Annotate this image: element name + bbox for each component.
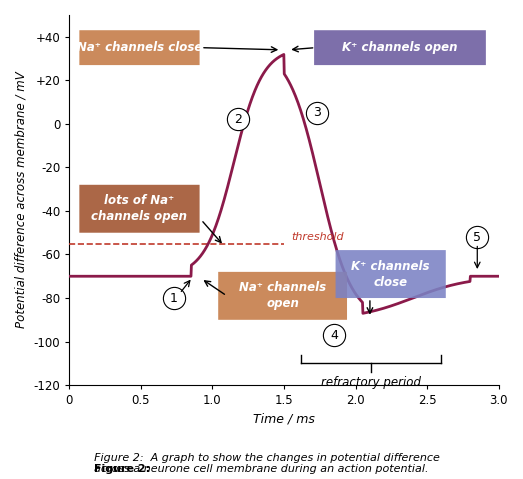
Text: K⁺ channels
close: K⁺ channels close xyxy=(351,260,430,288)
FancyBboxPatch shape xyxy=(79,30,200,65)
FancyBboxPatch shape xyxy=(218,272,347,320)
FancyBboxPatch shape xyxy=(314,30,486,65)
Text: 3: 3 xyxy=(313,106,321,119)
Text: 1: 1 xyxy=(170,292,178,305)
Text: threshold: threshold xyxy=(291,232,344,242)
Text: Na⁺ channels
open: Na⁺ channels open xyxy=(239,281,326,310)
Text: Figure 2:: Figure 2: xyxy=(94,464,150,474)
Text: refractory period: refractory period xyxy=(321,376,422,389)
Y-axis label: Potential difference across membrane / mV: Potential difference across membrane / m… xyxy=(15,72,28,329)
Text: 2: 2 xyxy=(234,113,242,126)
Text: Na⁺ channels close: Na⁺ channels close xyxy=(77,41,202,54)
FancyBboxPatch shape xyxy=(79,185,200,233)
Text: 4: 4 xyxy=(330,329,338,342)
Text: lots of Na⁺
channels open: lots of Na⁺ channels open xyxy=(92,194,187,223)
FancyBboxPatch shape xyxy=(336,250,446,298)
Text: Figure 2:  A graph to show the changes in potential difference
across a neurone : Figure 2: A graph to show the changes in… xyxy=(83,453,440,474)
X-axis label: Time / ms: Time / ms xyxy=(253,413,315,426)
Text: 5: 5 xyxy=(473,230,481,243)
Text: K⁺ channels open: K⁺ channels open xyxy=(342,41,458,54)
